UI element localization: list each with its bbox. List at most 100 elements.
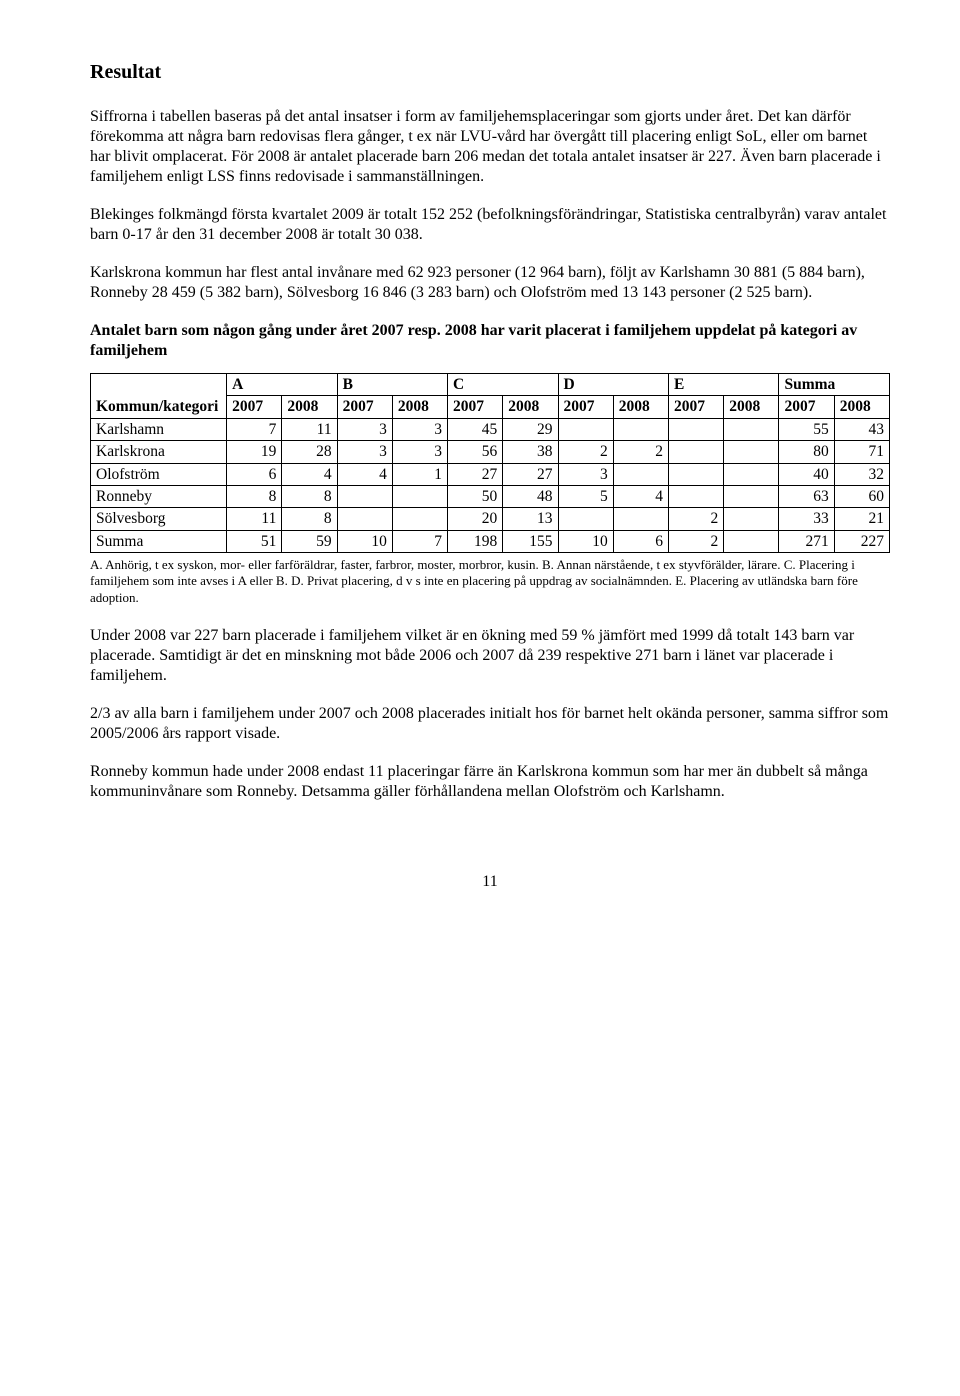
table-cell: 4 (613, 485, 668, 507)
table-cell: 45 (448, 418, 503, 440)
table-footnote: A. Anhörig, t ex syskon, mor- eller farf… (90, 557, 890, 606)
row-label: Sölvesborg (91, 508, 227, 530)
table-cell (668, 485, 723, 507)
table-cell (337, 508, 392, 530)
table-cell: 55 (779, 418, 834, 440)
col-header-year: 2008 (392, 396, 447, 418)
col-header-summa: Summa (779, 374, 890, 396)
table-cell (668, 463, 723, 485)
col-header-year: 2007 (227, 396, 282, 418)
table-cell: 2 (668, 530, 723, 552)
table-cell: 271 (779, 530, 834, 552)
table-cell (668, 418, 723, 440)
table-cell: 6 (227, 463, 282, 485)
table-cell: 60 (834, 485, 889, 507)
table-cell: 8 (227, 485, 282, 507)
table-subheading: Antalet barn som någon gång under året 2… (90, 321, 890, 361)
table-cell: 7 (227, 418, 282, 440)
table-cell: 51 (227, 530, 282, 552)
table-cell: 43 (834, 418, 889, 440)
table-cell: 32 (834, 463, 889, 485)
col-header-year: 2007 (779, 396, 834, 418)
table-cell: 7 (392, 530, 447, 552)
col-header-year: 2007 (337, 396, 392, 418)
table-cell (668, 441, 723, 463)
table-cell: 155 (503, 530, 558, 552)
col-header-a: A (227, 374, 337, 396)
table-cell: 13 (503, 508, 558, 530)
table-cell: 21 (834, 508, 889, 530)
table-row: Karlshamn7113345295543 (91, 418, 890, 440)
col-header-e: E (668, 374, 778, 396)
paragraph-3: Karlskrona kommun har flest antal invåna… (90, 263, 890, 303)
table-cell: 11 (282, 418, 337, 440)
col-header-b: B (337, 374, 447, 396)
table-cell: 40 (779, 463, 834, 485)
table-cell: 33 (779, 508, 834, 530)
table-cell: 3 (337, 418, 392, 440)
table-row: Sölvesborg118 2013 2 3321 (91, 508, 890, 530)
table-cell: 28 (282, 441, 337, 463)
table-row: Karlskrona1928335638228071 (91, 441, 890, 463)
table-cell (724, 418, 779, 440)
col-header-year: 2008 (613, 396, 668, 418)
table-cell (613, 508, 668, 530)
table-header-row-1: Kommun/kategori A B C D E Summa (91, 374, 890, 396)
table-cell: 29 (503, 418, 558, 440)
row-label: Karlshamn (91, 418, 227, 440)
table-row: Olofström6441272734032 (91, 463, 890, 485)
table-cell: 10 (337, 530, 392, 552)
table-cell: 4 (337, 463, 392, 485)
table-cell: 20 (448, 508, 503, 530)
page-number: 11 (90, 872, 890, 892)
col-header-year: 2007 (558, 396, 613, 418)
table-cell: 80 (779, 441, 834, 463)
col-header-year: 2008 (503, 396, 558, 418)
table-row: Summa51591071981551062271227 (91, 530, 890, 552)
table-cell: 5 (558, 485, 613, 507)
table-cell (724, 485, 779, 507)
table-cell: 1 (392, 463, 447, 485)
paragraph-5: 2/3 av alla barn i familjehem under 2007… (90, 704, 890, 744)
table-cell (558, 508, 613, 530)
col-header-year: 2007 (668, 396, 723, 418)
table-cell: 2 (558, 441, 613, 463)
table-cell: 63 (779, 485, 834, 507)
table-cell (724, 463, 779, 485)
page-title: Resultat (90, 60, 890, 85)
table-cell (613, 463, 668, 485)
table-cell: 38 (503, 441, 558, 463)
col-header-d: D (558, 374, 668, 396)
table-cell (724, 441, 779, 463)
table-cell: 6 (613, 530, 668, 552)
table-cell: 27 (448, 463, 503, 485)
table-cell: 2 (668, 508, 723, 530)
table-row: Ronneby885048546360 (91, 485, 890, 507)
col-header-category: Kommun/kategori (91, 374, 227, 419)
col-header-year: 2008 (834, 396, 889, 418)
table-cell: 59 (282, 530, 337, 552)
col-header-c: C (448, 374, 558, 396)
table-cell: 3 (392, 418, 447, 440)
table-cell: 3 (558, 463, 613, 485)
paragraph-6: Ronneby kommun hade under 2008 endast 11… (90, 762, 890, 802)
table-cell: 8 (282, 485, 337, 507)
col-header-year: 2008 (282, 396, 337, 418)
table-cell (392, 485, 447, 507)
table-cell: 198 (448, 530, 503, 552)
paragraph-4: Under 2008 var 227 barn placerade i fami… (90, 626, 890, 686)
table-cell: 3 (392, 441, 447, 463)
table-cell: 11 (227, 508, 282, 530)
col-header-year: 2008 (724, 396, 779, 418)
table-cell: 227 (834, 530, 889, 552)
table-cell (724, 508, 779, 530)
table-cell (613, 418, 668, 440)
paragraph-1: Siffrorna i tabellen baseras på det anta… (90, 107, 890, 187)
row-label: Olofström (91, 463, 227, 485)
table-cell: 3 (337, 441, 392, 463)
table-cell: 2 (613, 441, 668, 463)
table-cell (392, 508, 447, 530)
table-cell: 71 (834, 441, 889, 463)
row-label: Karlskrona (91, 441, 227, 463)
table-cell: 8 (282, 508, 337, 530)
